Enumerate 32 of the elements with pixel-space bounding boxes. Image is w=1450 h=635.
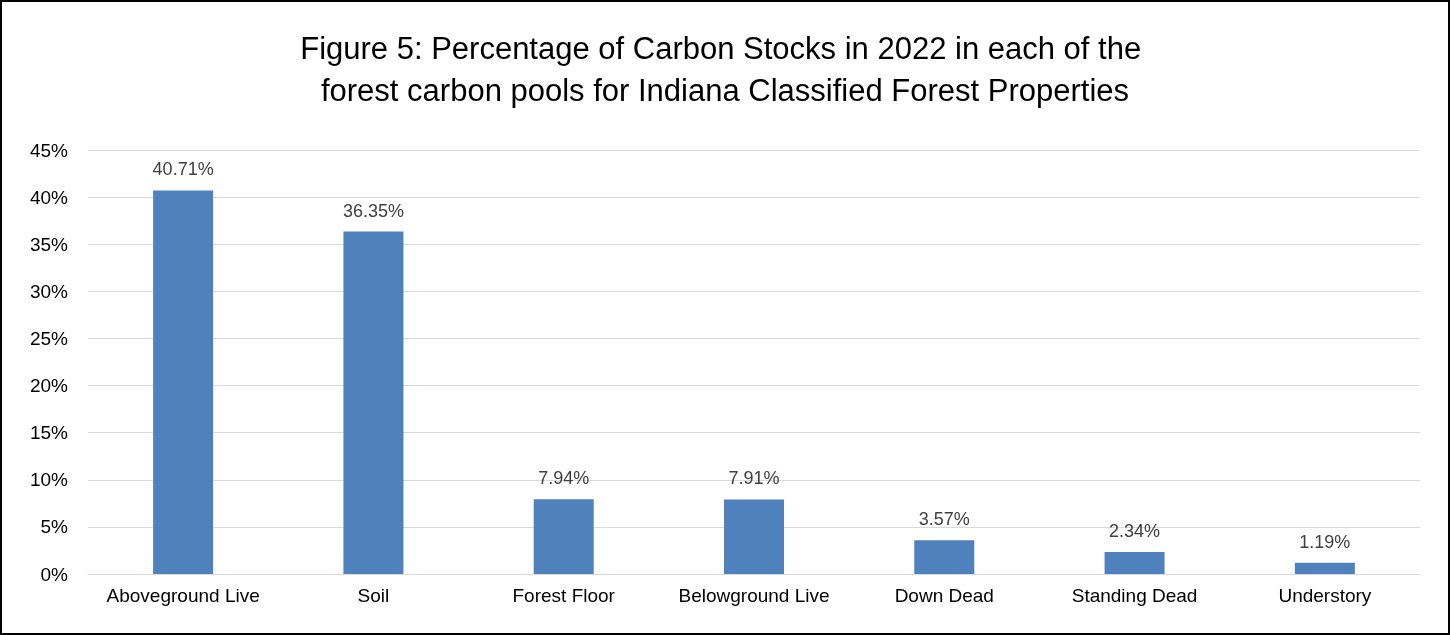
bar bbox=[914, 540, 975, 574]
y-tick-label: 0% bbox=[40, 563, 69, 585]
x-tick-label: Belowground Live bbox=[678, 585, 830, 606]
y-tick-label: 40% bbox=[29, 186, 69, 208]
data-label: 3.57% bbox=[918, 509, 970, 530]
x-tick-label: Soil bbox=[357, 585, 390, 606]
x-tick-label: Understory bbox=[1278, 585, 1372, 606]
y-tick-label: 35% bbox=[29, 233, 69, 255]
y-tick-label: 5% bbox=[40, 516, 69, 538]
bar bbox=[1104, 551, 1165, 574]
data-label: 36.35% bbox=[342, 200, 404, 221]
bar bbox=[343, 231, 404, 574]
bar bbox=[724, 499, 784, 574]
data-label: 40.71% bbox=[152, 159, 214, 180]
y-tick-label: 20% bbox=[29, 375, 69, 397]
y-tick-label: 30% bbox=[29, 280, 69, 302]
bar bbox=[153, 190, 214, 574]
x-tick-label: Standing Dead bbox=[1071, 585, 1198, 606]
data-label: 7.94% bbox=[538, 468, 590, 489]
x-tick-label: Aboveground Live bbox=[106, 585, 260, 606]
y-tick-label: 45% bbox=[29, 139, 69, 161]
y-tick-label: 10% bbox=[29, 469, 69, 491]
x-tick-label: Forest Floor bbox=[512, 585, 616, 606]
bar bbox=[1294, 562, 1355, 574]
data-label: 1.19% bbox=[1299, 531, 1351, 552]
x-tick-label: Down Dead bbox=[894, 585, 994, 606]
y-tick-label: 15% bbox=[29, 422, 69, 444]
y-tick-label: 25% bbox=[29, 327, 69, 349]
bar bbox=[533, 499, 594, 574]
chart-title: Figure 5: Percentage of Carbon Stocks in 2022 in each of the forest carbon pools for Indiana Classified Forest Properties bbox=[300, 30, 1150, 108]
data-label: 7.91% bbox=[728, 468, 780, 489]
data-label: 2.34% bbox=[1109, 520, 1161, 541]
